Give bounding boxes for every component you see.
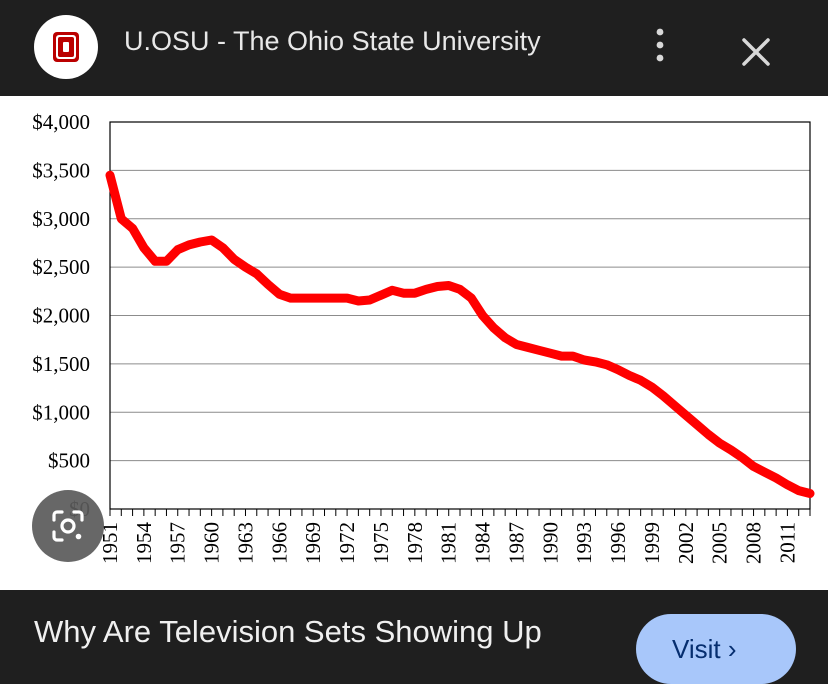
ohio-state-logo-icon <box>53 32 79 62</box>
x-tick-label: 1969 <box>301 522 325 564</box>
x-tick-label: 1975 <box>369 522 393 564</box>
x-tick-label: 2002 <box>674 522 698 564</box>
x-tick-label: 1993 <box>572 522 596 564</box>
site-logo[interactable] <box>34 15 98 79</box>
google-lens-icon <box>52 510 84 542</box>
x-tick-label: 1954 <box>132 522 156 565</box>
x-tick-label: 1978 <box>403 522 427 564</box>
x-tick-label: 1996 <box>606 522 630 564</box>
x-tick-label: 1999 <box>640 522 664 564</box>
x-tick-label: 1966 <box>267 522 291 564</box>
y-axis-ticks: $0$500$1,000$1,500$2,000$2,500$3,000$3,5… <box>32 110 90 521</box>
x-tick-label: 2005 <box>708 522 732 564</box>
x-tick-label: 1972 <box>335 522 359 564</box>
site-title: U.OSU - The Ohio State University <box>124 26 541 56</box>
y-tick-label: $2,000 <box>32 304 90 328</box>
y-tick-label: $3,000 <box>32 207 90 231</box>
google-lens-button[interactable] <box>32 490 104 562</box>
x-tick-label: 2008 <box>742 522 766 564</box>
y-tick-label: $4,000 <box>32 110 90 134</box>
visit-button-label: Visit › <box>672 634 737 664</box>
y-tick-label: $500 <box>48 449 90 473</box>
more-vert-icon[interactable] <box>648 26 672 66</box>
y-tick-label: $3,500 <box>32 158 90 182</box>
x-tick-label: 1984 <box>471 522 495 565</box>
x-tick-label: 1960 <box>200 522 224 564</box>
y-tick-label: $2,500 <box>32 255 90 279</box>
x-tick-label: 1990 <box>538 522 562 564</box>
line-chart: $0$500$1,000$1,500$2,000$2,500$3,000$3,5… <box>32 110 815 565</box>
chart-gridlines <box>110 169 810 462</box>
x-tick-label: 1957 <box>166 522 190 564</box>
x-tick-label: 1963 <box>233 522 257 564</box>
visit-button[interactable]: Visit › <box>636 614 796 684</box>
y-tick-label: $1,500 <box>32 352 90 376</box>
x-tick-label: 2011 <box>775 522 799 563</box>
result-caption[interactable]: Why Are Television Sets Showing Up <box>34 614 542 649</box>
x-tick-label: 1987 <box>504 522 528 564</box>
x-axis-ticks: 1951 1954 1957 1960 1963 1966 1969 1972 1975 1978… <box>98 509 811 565</box>
top-bar: U.OSU - The Ohio State University <box>0 0 828 96</box>
chart-image[interactable]: $0$500$1,000$1,500$2,000$2,500$3,000$3,5… <box>0 96 828 590</box>
x-tick-label: 1981 <box>437 522 461 564</box>
y-tick-label: $1,000 <box>32 400 90 424</box>
series-line <box>105 170 815 498</box>
close-icon[interactable] <box>736 34 776 74</box>
